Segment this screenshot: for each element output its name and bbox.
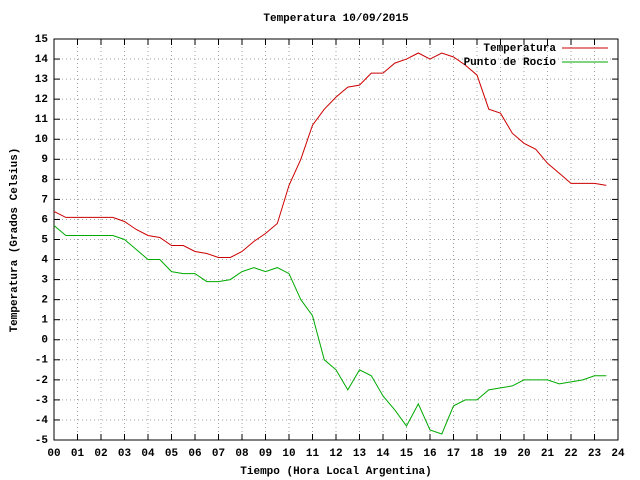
series-line xyxy=(53,225,607,435)
y-tick-label: 6 xyxy=(41,214,48,226)
x-tick-label: 19 xyxy=(494,448,507,460)
y-tick-label: -5 xyxy=(35,435,49,447)
y-tick-label: 10 xyxy=(35,134,48,146)
y-tick-label: 9 xyxy=(41,154,48,166)
x-axis-label: Tiempo (Hora Local Argentina) xyxy=(240,466,431,478)
y-tick-label: 0 xyxy=(41,335,48,347)
x-tick-label: 17 xyxy=(447,448,460,460)
x-tick-label: 06 xyxy=(188,448,201,460)
x-tick-label: 05 xyxy=(165,448,179,460)
x-tick-label: 00 xyxy=(47,448,60,460)
series-line xyxy=(53,52,607,258)
x-tick-label: 02 xyxy=(94,448,107,460)
x-tick-label: 04 xyxy=(141,448,155,460)
y-tick-label: 14 xyxy=(35,54,49,66)
x-tick-label: 10 xyxy=(282,448,295,460)
x-tick-label: 14 xyxy=(376,448,390,460)
y-tick-label: -2 xyxy=(35,375,48,387)
y-tick-label: 3 xyxy=(41,275,48,287)
y-tick-label: 15 xyxy=(35,34,49,46)
x-tick-label: 11 xyxy=(306,448,320,460)
y-tick-label: 7 xyxy=(41,194,48,206)
y-tick-label: 13 xyxy=(35,74,49,86)
y-tick-label: -3 xyxy=(35,395,49,407)
legend-label: Punto de Rocío xyxy=(464,57,557,69)
x-tick-label: 03 xyxy=(118,448,132,460)
y-tick-label: 2 xyxy=(41,295,48,307)
y-tick-label: -4 xyxy=(35,415,49,427)
y-tick-label: 8 xyxy=(41,174,48,186)
x-tick-label: 12 xyxy=(329,448,342,460)
x-tick-label: 23 xyxy=(588,448,602,460)
x-tick-label: 22 xyxy=(564,448,577,460)
y-axis-label: Temperatura (Grados Celsius) xyxy=(9,148,21,333)
x-tick-label: 18 xyxy=(470,448,484,460)
x-tick-label: 15 xyxy=(400,448,414,460)
legend-label: Temperatura xyxy=(483,43,556,55)
plot-frame xyxy=(53,38,619,441)
y-tick-label: -1 xyxy=(35,355,49,367)
x-tick-label: 20 xyxy=(517,448,530,460)
y-tick-label: 11 xyxy=(35,114,49,126)
x-tick-label: 08 xyxy=(235,448,249,460)
x-tick-label: 16 xyxy=(423,448,436,460)
x-tick-label: 07 xyxy=(212,448,225,460)
y-tick-label: 1 xyxy=(41,315,48,327)
chart-title: Temperatura 10/09/2015 xyxy=(263,13,409,25)
x-tick-label: 13 xyxy=(353,448,367,460)
y-tick-label: 4 xyxy=(41,254,48,266)
y-tick-label: 12 xyxy=(35,94,48,106)
x-tick-label: 01 xyxy=(71,448,85,460)
x-tick-label: 09 xyxy=(259,448,272,460)
y-tick-label: 5 xyxy=(41,234,48,246)
x-tick-label: 24 xyxy=(611,448,625,460)
x-tick-label: 21 xyxy=(541,448,555,460)
